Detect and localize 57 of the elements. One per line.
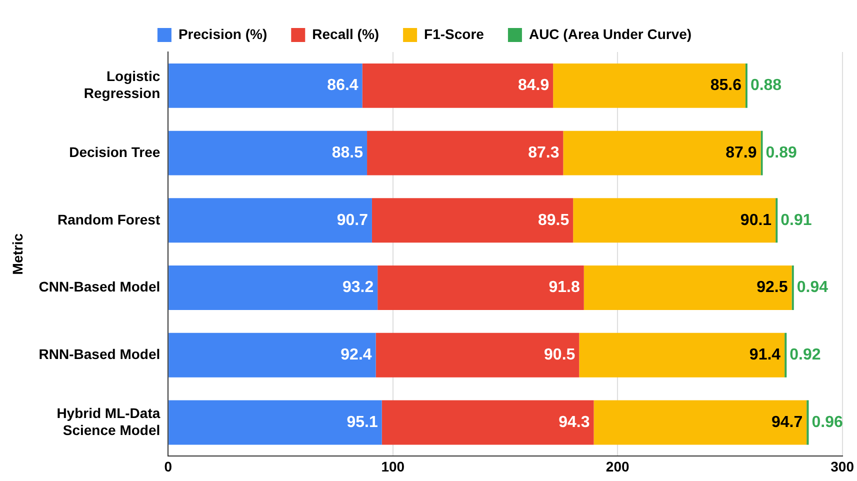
data-label: 95.1 <box>346 414 378 431</box>
data-label: 94.7 <box>771 414 803 431</box>
data-label: 89.5 <box>538 212 570 229</box>
x-tick-label: 300 <box>830 458 854 474</box>
data-label: 90.1 <box>740 212 772 229</box>
bar <box>594 400 807 445</box>
legend-label: AUC (Area Under Curve) <box>528 26 692 42</box>
bar <box>168 198 372 243</box>
y-tick-label: RNN-Based Model <box>38 346 160 362</box>
bar <box>378 266 584 310</box>
y-axis-title: Metric <box>9 233 26 275</box>
data-label: 91.8 <box>548 279 580 296</box>
legend-label: Recall (%) <box>312 26 380 42</box>
bar <box>376 332 580 378</box>
data-label: 85.6 <box>710 77 742 94</box>
data-label: 92.4 <box>340 346 372 364</box>
bar <box>382 400 594 445</box>
bar <box>579 332 785 378</box>
legend-label: F1-Score <box>424 26 484 42</box>
data-label: 88.5 <box>332 144 364 162</box>
bar <box>573 198 776 243</box>
data-label: 93.2 <box>342 279 374 296</box>
data-label: 0.92 <box>790 346 821 364</box>
y-tick-label: CNN-Based Model <box>38 278 160 295</box>
data-label: 92.5 <box>756 279 788 296</box>
data-label: 90.7 <box>336 212 368 229</box>
x-tick-label: 100 <box>381 458 405 474</box>
bar <box>367 130 564 176</box>
bar <box>168 400 382 445</box>
bar <box>563 130 761 176</box>
data-label: 90.5 <box>544 346 576 364</box>
x-tick-label: 0 <box>164 458 172 474</box>
data-label: 87.3 <box>528 144 560 162</box>
y-tick-label: Hybrid ML-Data Science Model <box>56 404 160 438</box>
data-label: 0.89 <box>766 144 797 162</box>
data-label: 0.91 <box>780 212 812 229</box>
data-label: 0.88 <box>750 77 782 94</box>
bar <box>584 266 792 310</box>
bar <box>168 130 368 176</box>
data-label: 0.96 <box>812 414 843 431</box>
bar <box>168 332 376 378</box>
x-tick-label: 200 <box>606 458 630 474</box>
bar <box>372 198 574 243</box>
data-label: 84.9 <box>518 77 550 94</box>
data-label: 94.3 <box>558 414 590 431</box>
data-label: 0.94 <box>796 279 828 296</box>
data-label: 87.9 <box>726 144 757 162</box>
data-label: 91.4 <box>749 346 781 364</box>
bar <box>362 63 554 108</box>
y-tick-label: Random Forest <box>57 211 160 228</box>
y-tick-label: Logistic Regression <box>84 68 160 101</box>
bar <box>168 266 378 310</box>
y-tick-label: Decision Tree <box>69 144 160 160</box>
data-label: 86.4 <box>327 77 358 94</box>
bar <box>553 63 746 108</box>
legend-label: Precision (%) <box>178 26 268 42</box>
bar <box>168 63 362 108</box>
